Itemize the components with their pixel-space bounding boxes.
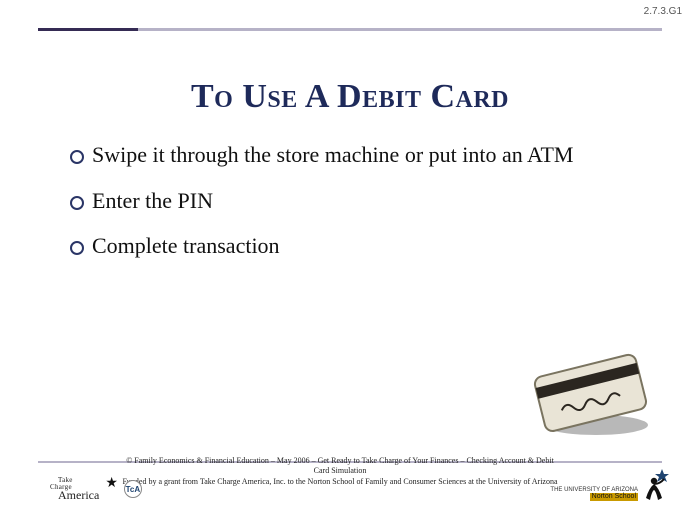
header-rule-main — [138, 28, 662, 31]
footer-line-2: Funded by a grant from Take Charge Ameri… — [120, 477, 560, 487]
norton-line-1: THE UNIVERSITY OF ARIZONA — [550, 487, 638, 494]
bullet-item: Swipe it through the store machine or pu… — [92, 140, 660, 170]
bullet-item: Complete transaction — [92, 231, 660, 261]
bullet-list: Swipe it through the store machine or pu… — [92, 140, 660, 277]
debit-card-illustration — [520, 341, 660, 441]
person-star-icon — [642, 467, 670, 501]
norton-text: THE UNIVERSITY OF ARIZONA Norton School — [550, 487, 638, 501]
tca-word-3: America — [58, 488, 99, 502]
slide-code: 2.7.3.G1 — [644, 6, 682, 17]
bullet-item: Enter the PIN — [92, 186, 660, 216]
tca-wordmark: Take Charge America — [58, 477, 101, 501]
logo-norton-school: THE UNIVERSITY OF ARIZONA Norton School — [550, 467, 670, 501]
norton-line-2: Norton School — [590, 493, 638, 501]
footer-line-1: © Family Economics & Financial Education… — [120, 456, 560, 477]
tca-roundmark: TcA — [124, 480, 142, 498]
star-icon: ★ — [105, 475, 118, 492]
logo-take-charge-america: Take Charge America ★ TcA — [58, 477, 142, 501]
slide-title: To Use A Debit Card — [0, 78, 700, 116]
header-rule — [38, 28, 662, 31]
footer-text: © Family Economics & Financial Education… — [120, 456, 560, 487]
header-rule-accent — [38, 28, 138, 31]
